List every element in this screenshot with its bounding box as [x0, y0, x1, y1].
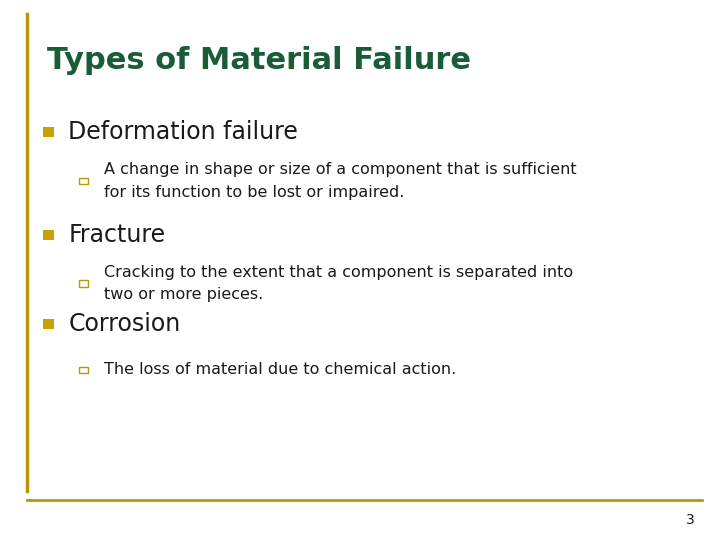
Bar: [79, 280, 88, 287]
Bar: [43, 319, 54, 329]
Text: A change in shape or size of a component that is sufficient
for its function to : A change in shape or size of a component…: [104, 163, 577, 199]
Bar: [43, 127, 54, 137]
Text: Fracture: Fracture: [68, 223, 166, 247]
Bar: [79, 367, 88, 373]
Text: Types of Material Failure: Types of Material Failure: [47, 46, 471, 75]
Bar: [43, 230, 54, 240]
Bar: [79, 178, 88, 184]
Text: 3: 3: [686, 512, 695, 526]
Text: Cracking to the extent that a component is separated into
two or more pieces.: Cracking to the extent that a component …: [104, 265, 574, 302]
Text: Deformation failure: Deformation failure: [68, 120, 298, 144]
Text: The loss of material due to chemical action.: The loss of material due to chemical act…: [104, 362, 456, 377]
Text: Corrosion: Corrosion: [68, 312, 181, 336]
